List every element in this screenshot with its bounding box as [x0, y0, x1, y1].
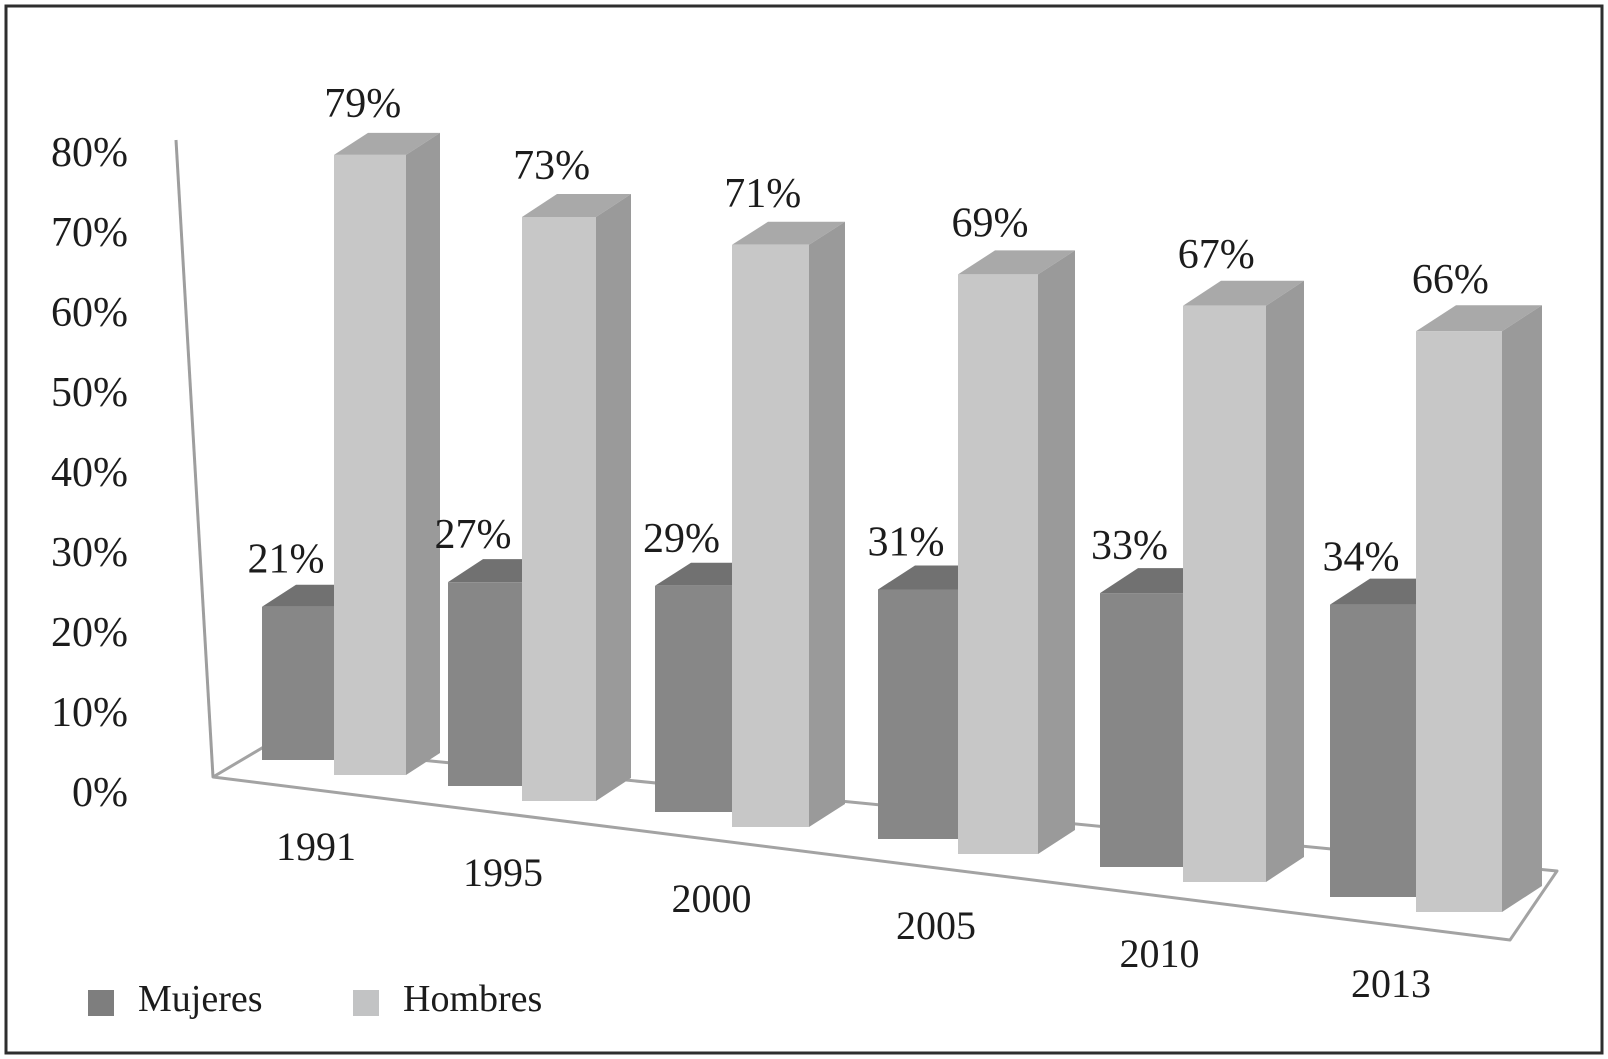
bar-hombres-1991-front	[334, 154, 406, 776]
bar-mujeres-2013-front	[1330, 604, 1416, 897]
bar-mujeres-1991-front	[262, 606, 334, 760]
y-axis-tick-label-30: 30%	[51, 530, 128, 576]
bar-hombres-1995-side	[596, 194, 631, 801]
y-axis-tick-label-20: 20%	[51, 610, 128, 656]
bar-hombres-2010-front	[1183, 305, 1266, 882]
y-axis-tick-label-50: 50%	[51, 370, 128, 416]
bar-mujeres-2005-front	[878, 589, 958, 839]
data-label-mujeres-1995: 27%	[435, 512, 512, 558]
data-label-mujeres-1991: 21%	[248, 537, 325, 583]
x-axis-label-1995: 1995	[463, 850, 543, 895]
floor-plane-outline	[211, 743, 1559, 942]
bar-hombres-1991-top	[334, 132, 440, 155]
y-axis-line	[174, 139, 215, 778]
bar-hombres-2005-top	[958, 250, 1075, 275]
data-label-mujeres-2010: 33%	[1091, 523, 1168, 569]
bar-hombres-2013-top	[1416, 305, 1542, 332]
bar-hombres-1995-top	[522, 194, 631, 217]
y-axis-tick-label-40: 40%	[51, 450, 128, 496]
data-label-hombres-2013: 66%	[1412, 257, 1489, 303]
data-label-mujeres-2013: 34%	[1323, 535, 1400, 581]
bar-hombres-2010-side	[1266, 280, 1304, 882]
data-label-hombres-1995: 73%	[513, 143, 590, 189]
bar-hombres-2000-top	[732, 221, 845, 245]
bar-hombres-2013-front	[1416, 331, 1502, 912]
data-label-hombres-2010: 67%	[1178, 232, 1255, 278]
bar-hombres-1995-front	[522, 217, 596, 801]
bar-mujeres-2010-front	[1100, 593, 1183, 867]
data-label-hombres-2005: 69%	[952, 200, 1029, 246]
bar-hombres-2005-side	[1038, 250, 1075, 854]
x-axis-label-2000: 2000	[672, 876, 752, 921]
x-axis-label-1991: 1991	[276, 824, 356, 869]
legend-label-mujeres: Mujeres	[138, 978, 263, 1020]
y-axis-tick-label-0: 0%	[72, 770, 128, 816]
bar-hombres-2005-front	[958, 274, 1038, 854]
bar-hombres-2010-top	[1183, 280, 1304, 306]
bar-hombres-2013-side	[1502, 305, 1542, 912]
bar-mujeres-2000-front	[655, 585, 732, 812]
bar-hombres-2000-side	[809, 221, 845, 828]
y-axis-tick-label-80: 80%	[51, 130, 128, 176]
y-axis-tick-label-10: 10%	[51, 690, 128, 736]
legend-swatch-hombres	[353, 990, 379, 1016]
bar-hombres-1991-side	[406, 132, 440, 776]
bar-mujeres-1995-front	[448, 582, 522, 786]
data-label-mujeres-2005: 31%	[868, 519, 945, 565]
y-axis-tick-label-60: 60%	[51, 290, 128, 336]
x-axis-label-2010: 2010	[1120, 931, 1200, 976]
x-axis-label-2005: 2005	[896, 903, 976, 948]
legend-swatch-mujeres	[88, 990, 114, 1016]
data-label-hombres-2000: 71%	[724, 171, 801, 217]
y-axis-tick-label-70: 70%	[51, 210, 128, 256]
x-axis-label-2013: 2013	[1351, 961, 1431, 1006]
bar-hombres-2000-front	[732, 244, 809, 828]
data-label-mujeres-2000: 29%	[643, 516, 720, 562]
legend-label-hombres: Hombres	[403, 978, 542, 1020]
data-label-hombres-1991: 79%	[324, 81, 401, 127]
